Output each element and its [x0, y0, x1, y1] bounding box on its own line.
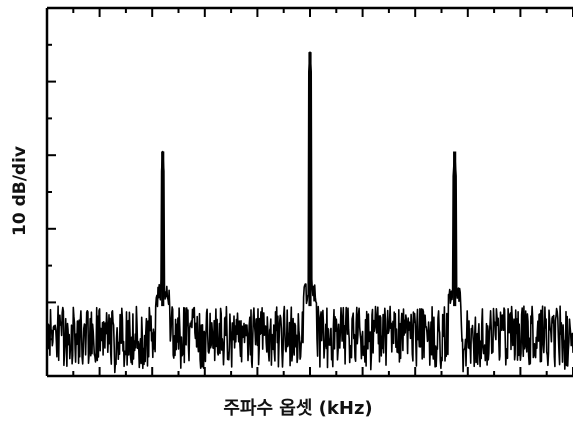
- axes-layer: [45, 6, 573, 378]
- x-axis-label: 주파수 옵셋 (kHz): [223, 398, 372, 419]
- y-axis-label: 10 dB/div: [10, 146, 30, 236]
- trace-layer: [46, 51, 573, 374]
